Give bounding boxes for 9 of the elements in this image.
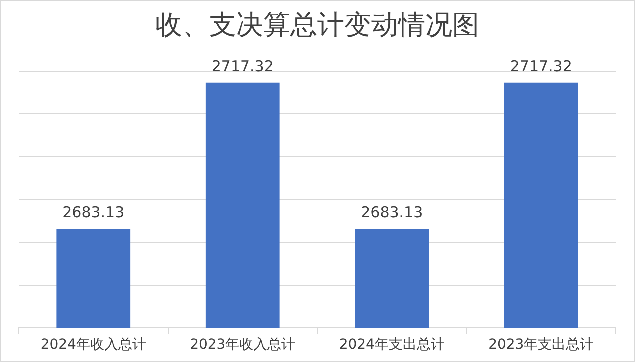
data-label: 2683.13	[361, 204, 424, 222]
x-tick-label: 2024年收入总计	[40, 337, 146, 354]
chart-title: 收、支决算总计变动情况图	[156, 10, 480, 42]
x-tick-label: 2024年支出总计	[339, 337, 445, 354]
x-tick-label: 2023年收入总计	[190, 337, 296, 354]
data-label: 2683.13	[62, 204, 125, 222]
data-label: 2717.32	[510, 57, 572, 76]
data-label: 2717.32	[212, 57, 274, 76]
x-tick-label: 2023年支出总计	[488, 337, 594, 354]
